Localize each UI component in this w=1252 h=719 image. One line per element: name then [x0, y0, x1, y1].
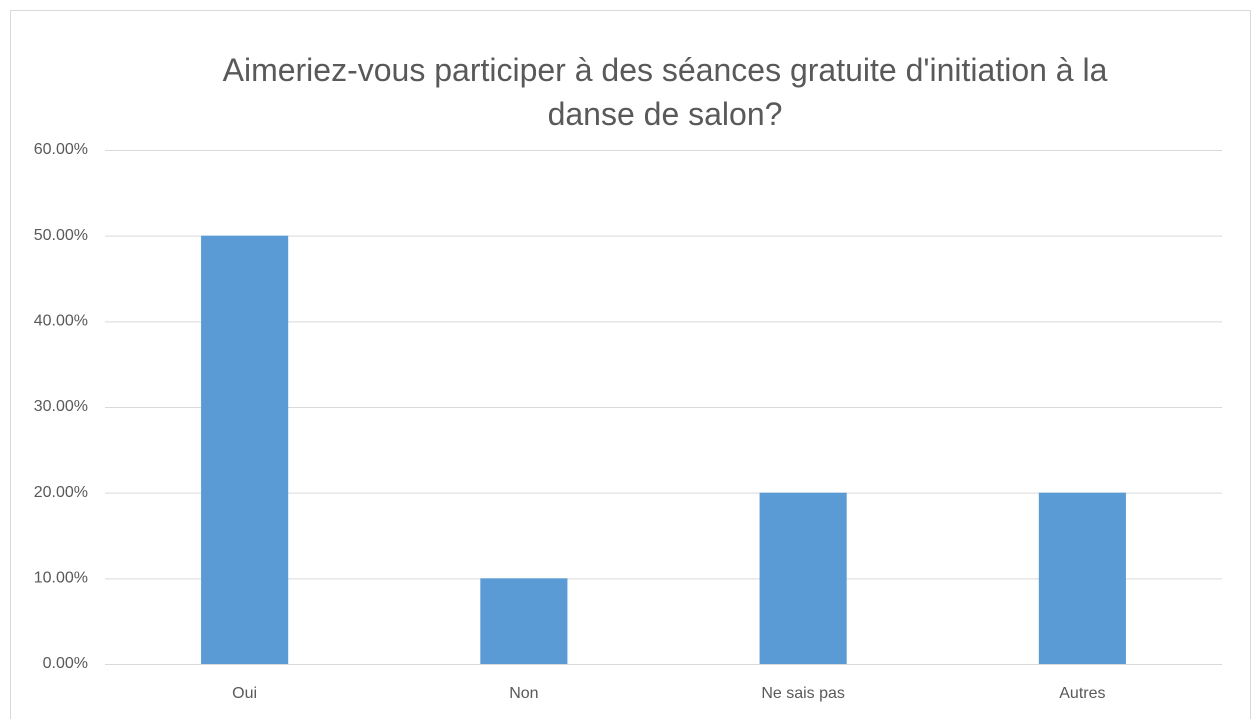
y-tick-label: 20.00%	[34, 484, 88, 501]
y-tick-label: 30.00%	[34, 398, 88, 415]
chart-border	[10, 10, 1251, 719]
y-tick-label: 10.00%	[34, 570, 88, 587]
y-tick-label: 60.00%	[34, 141, 88, 158]
y-tick-label: 0.00%	[43, 655, 88, 672]
bar	[1038, 492, 1126, 664]
bar	[201, 235, 289, 664]
x-tick-label: Oui	[232, 685, 257, 702]
y-tick-label: 50.00%	[34, 227, 88, 244]
x-tick-label: Autres	[1059, 685, 1105, 702]
bar	[480, 578, 568, 664]
x-tick-label: Ne sais pas	[761, 685, 845, 702]
x-tick-label: Non	[509, 685, 538, 702]
bar	[759, 492, 847, 664]
y-tick-label: 40.00%	[34, 313, 88, 330]
chart-title: Aimeriez-vous participer à des séances g…	[222, 52, 1108, 132]
